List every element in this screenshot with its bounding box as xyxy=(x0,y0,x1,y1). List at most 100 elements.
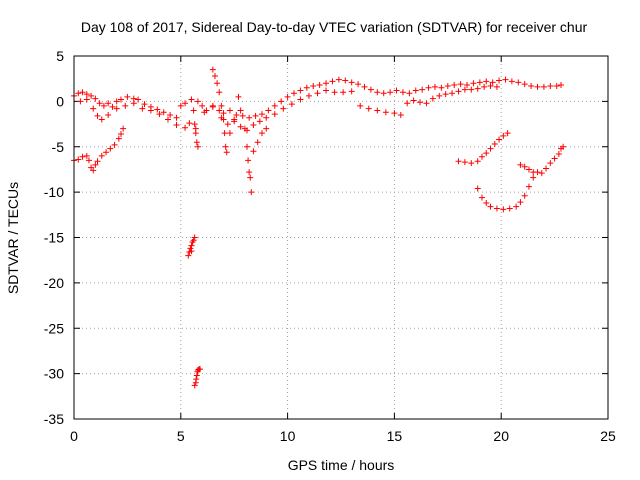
data-point xyxy=(547,160,554,167)
data-point xyxy=(555,151,562,158)
data-point xyxy=(323,80,330,87)
data-point xyxy=(271,111,278,118)
data-point xyxy=(483,78,490,85)
data-point xyxy=(117,131,124,138)
y-tick-label: -10 xyxy=(44,184,64,200)
data-point xyxy=(201,109,208,116)
data-point xyxy=(209,103,216,110)
data-point xyxy=(111,141,118,148)
data-point xyxy=(190,237,197,244)
data-point xyxy=(190,107,197,114)
data-point xyxy=(374,89,381,96)
y-tick-label: -25 xyxy=(44,320,64,336)
data-point xyxy=(493,205,500,212)
data-point xyxy=(348,88,355,95)
data-point xyxy=(77,98,84,105)
data-point xyxy=(310,82,317,89)
data-point xyxy=(521,81,528,88)
data-point xyxy=(314,90,321,97)
data-point xyxy=(547,82,554,89)
data-point xyxy=(167,111,174,118)
x-axis-label: GPS time / hours xyxy=(288,457,395,473)
data-point xyxy=(194,98,201,105)
y-tick-label: -15 xyxy=(44,230,64,246)
data-point xyxy=(220,116,227,123)
data-point xyxy=(258,130,265,137)
data-point xyxy=(141,101,148,108)
data-point xyxy=(380,90,387,97)
data-point xyxy=(288,101,295,108)
data-point xyxy=(79,89,86,96)
data-point xyxy=(246,114,253,121)
data-point xyxy=(478,194,485,201)
data-point xyxy=(154,106,161,113)
data-point xyxy=(256,118,263,125)
data-point xyxy=(160,109,167,116)
x-tick-labels: 0 5 10 15 20 25 xyxy=(70,428,616,444)
data-point xyxy=(329,78,336,85)
data-point xyxy=(103,149,110,156)
x-tick-label: 0 xyxy=(70,428,78,444)
data-point xyxy=(560,143,567,150)
data-point xyxy=(164,116,171,123)
x-tick-label: 5 xyxy=(177,428,185,444)
data-point xyxy=(444,82,451,89)
data-point xyxy=(517,161,524,168)
data-point xyxy=(425,84,432,91)
data-point xyxy=(239,112,246,119)
data-point xyxy=(410,97,417,104)
data-point xyxy=(457,81,464,88)
data-point xyxy=(226,107,233,114)
data-point xyxy=(79,153,86,160)
data-point xyxy=(237,107,244,114)
data-point xyxy=(177,102,184,109)
data-point xyxy=(397,111,404,118)
data-point xyxy=(100,102,107,109)
data-point xyxy=(476,79,483,86)
data-point xyxy=(534,83,541,90)
x-tick-label: 25 xyxy=(600,428,616,444)
data-point xyxy=(258,111,265,118)
data-point xyxy=(193,376,200,383)
data-point xyxy=(530,174,537,181)
data-point xyxy=(92,161,99,168)
data-point xyxy=(105,100,112,107)
y-tick-label: -20 xyxy=(44,275,64,291)
data-point xyxy=(245,157,252,164)
data-point xyxy=(241,125,248,132)
data-point xyxy=(393,87,400,94)
data-point xyxy=(487,145,494,152)
data-point xyxy=(525,166,532,173)
data-point xyxy=(391,110,398,117)
data-point xyxy=(468,160,475,167)
data-point xyxy=(85,157,92,164)
data-point xyxy=(284,93,291,100)
data-point xyxy=(387,89,394,96)
plot-frame xyxy=(73,55,609,420)
data-point xyxy=(109,103,116,110)
data-point xyxy=(483,150,490,157)
data-point xyxy=(250,121,257,128)
data-point xyxy=(182,100,189,107)
chart-title: Day 108 of 2017, Sidereal Day-to-day VTE… xyxy=(81,19,588,35)
data-point xyxy=(115,135,122,142)
data-point xyxy=(481,83,488,90)
data-point xyxy=(156,111,163,118)
data-point xyxy=(173,121,180,128)
data-point xyxy=(188,242,195,249)
data-point xyxy=(271,102,278,109)
data-point xyxy=(502,76,509,83)
data-point xyxy=(382,109,389,116)
data-point xyxy=(254,139,261,146)
series-group xyxy=(455,130,511,167)
data-point xyxy=(94,112,101,119)
data-point xyxy=(515,79,522,86)
data-point xyxy=(323,87,330,94)
data-point xyxy=(105,111,112,118)
data-point xyxy=(455,158,462,165)
data-point xyxy=(147,107,154,114)
data-point xyxy=(530,169,537,176)
data-point xyxy=(355,81,362,88)
data-point xyxy=(493,83,500,90)
data-point xyxy=(451,82,458,89)
